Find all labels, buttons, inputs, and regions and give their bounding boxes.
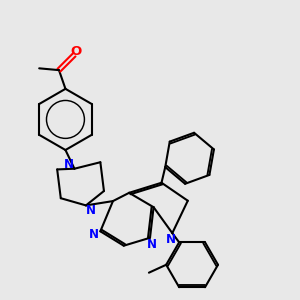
Text: N: N xyxy=(166,233,176,246)
Text: N: N xyxy=(86,204,96,217)
Text: N: N xyxy=(89,228,99,241)
Text: O: O xyxy=(70,45,82,58)
Text: N: N xyxy=(147,238,157,251)
Text: N: N xyxy=(64,158,74,170)
